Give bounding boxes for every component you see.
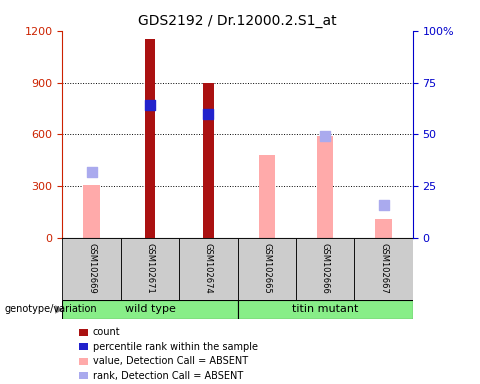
- Bar: [238, 300, 413, 319]
- Text: wild type: wild type: [125, 304, 175, 314]
- Text: GSM102674: GSM102674: [204, 243, 213, 294]
- Bar: [375, 219, 392, 238]
- Bar: [238, 238, 296, 300]
- Text: GSM102666: GSM102666: [321, 243, 330, 294]
- Text: percentile rank within the sample: percentile rank within the sample: [93, 342, 258, 352]
- Text: GSM102669: GSM102669: [87, 243, 96, 294]
- Bar: [354, 238, 413, 300]
- Bar: [296, 238, 354, 300]
- Bar: [203, 83, 214, 238]
- Bar: [145, 40, 155, 238]
- Point: [146, 102, 154, 108]
- Bar: [259, 155, 275, 238]
- Text: titin mutant: titin mutant: [292, 304, 359, 314]
- Bar: [84, 184, 100, 238]
- Bar: [62, 300, 238, 319]
- Bar: [317, 136, 334, 238]
- Point: [380, 202, 387, 208]
- Point: [204, 111, 212, 117]
- Title: GDS2192 / Dr.12000.2.S1_at: GDS2192 / Dr.12000.2.S1_at: [138, 14, 337, 28]
- Text: GSM102671: GSM102671: [145, 243, 155, 294]
- Bar: [121, 238, 179, 300]
- Point: [88, 169, 96, 175]
- Point: [321, 133, 329, 139]
- Text: count: count: [93, 327, 120, 337]
- Text: value, Detection Call = ABSENT: value, Detection Call = ABSENT: [93, 356, 248, 366]
- Text: GSM102667: GSM102667: [379, 243, 388, 294]
- Bar: [62, 238, 121, 300]
- Text: rank, Detection Call = ABSENT: rank, Detection Call = ABSENT: [93, 371, 243, 381]
- Bar: [179, 238, 238, 300]
- Text: genotype/variation: genotype/variation: [5, 304, 97, 314]
- Text: GSM102665: GSM102665: [262, 243, 271, 294]
- Polygon shape: [55, 305, 64, 314]
